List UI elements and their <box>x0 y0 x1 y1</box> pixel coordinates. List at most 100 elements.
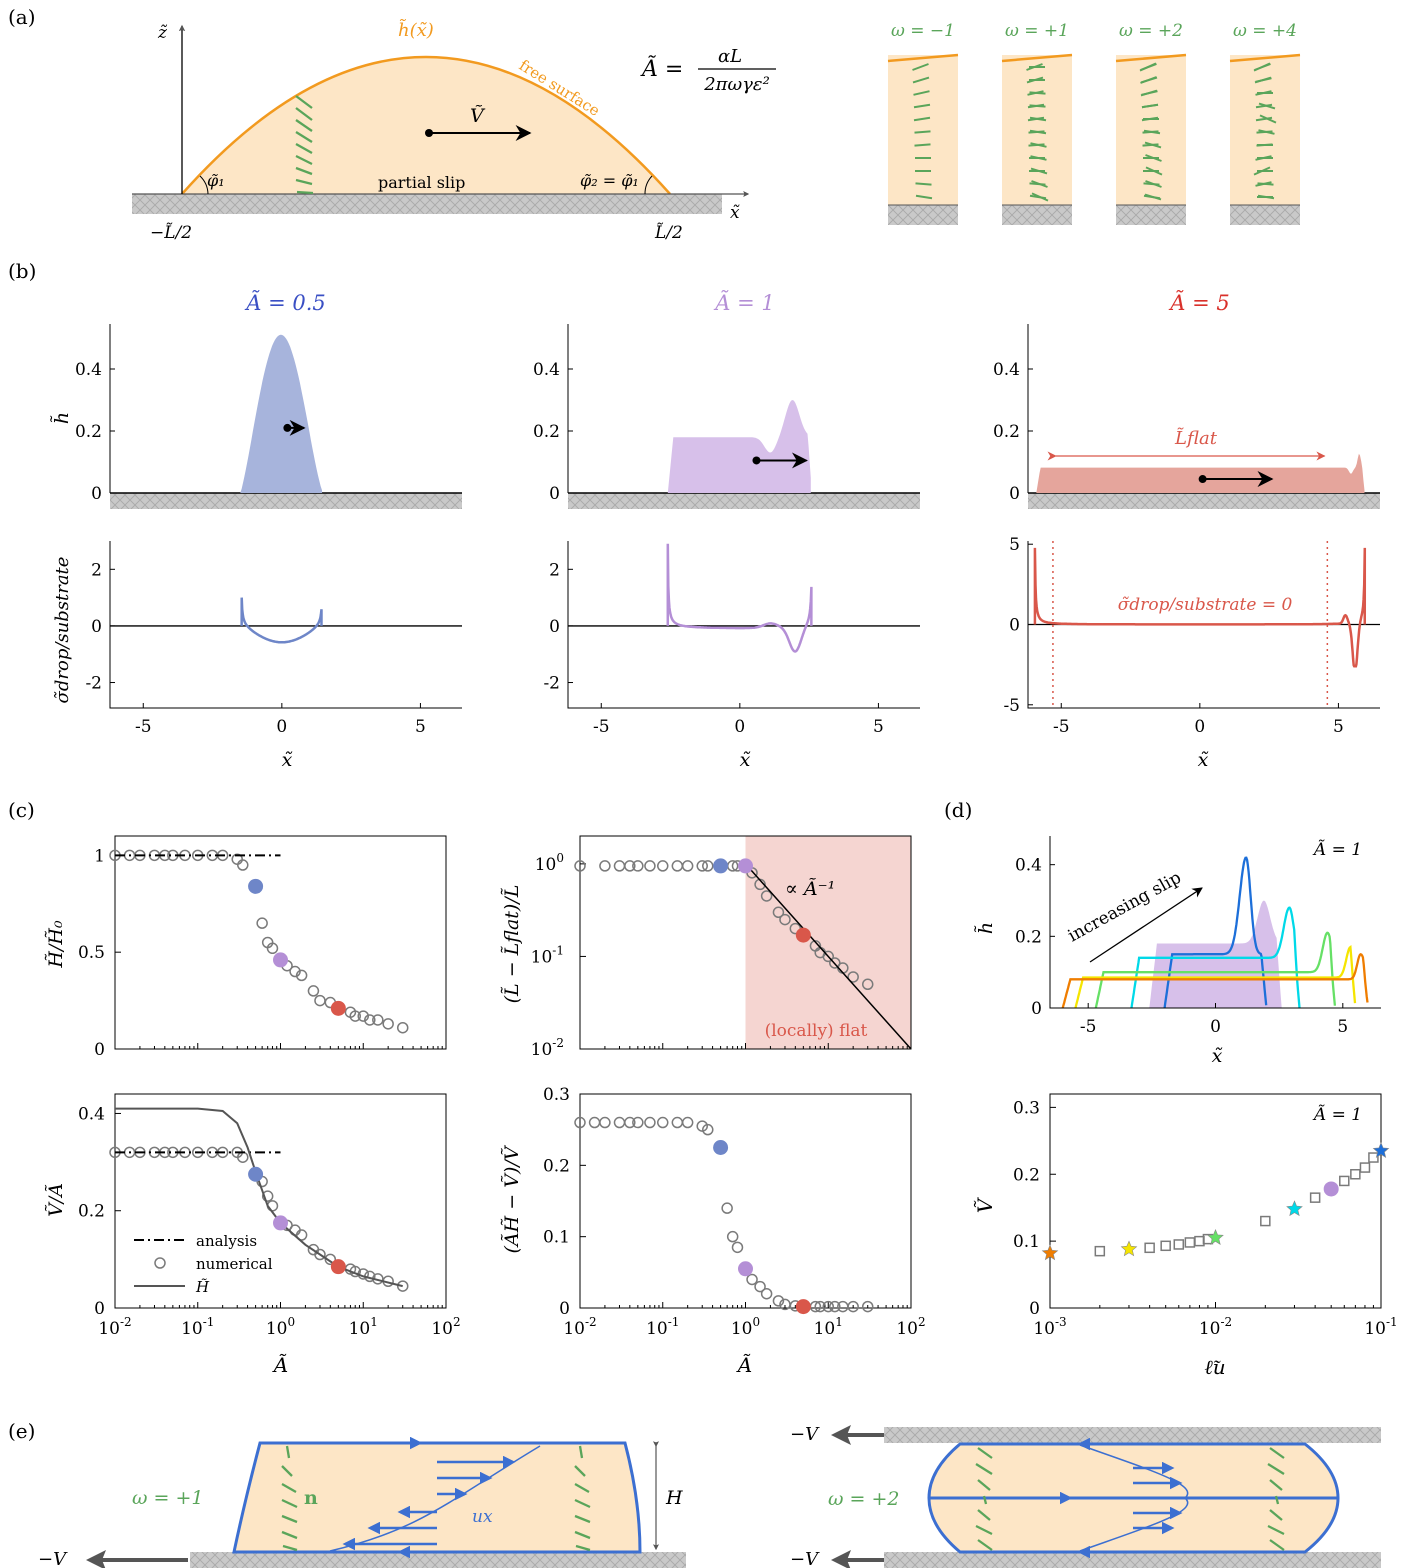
c-y-ticklabel: 0.3 <box>543 1085 570 1105</box>
b-bottom-ticklabel: -5 <box>1003 696 1020 716</box>
c-highlight-a1 <box>273 952 288 968</box>
d-square-point <box>1160 1240 1171 1252</box>
substrate <box>132 194 722 214</box>
c-numerical-point <box>671 860 684 872</box>
H-label: H <box>665 1487 683 1509</box>
b-bottom-ticklabel: 0 <box>91 617 102 637</box>
c-x-ticklabel: 10-1 <box>181 1315 214 1339</box>
d-annot-bottom: Ã = 1 <box>1312 1104 1362 1125</box>
d-square-point <box>1350 1169 1361 1180</box>
c-numerical-point <box>266 942 279 955</box>
c-numerical-point <box>696 860 708 872</box>
c-x-ticklabel: 10-2 <box>98 1315 131 1339</box>
b-top-ticklabel: 0.2 <box>993 422 1020 442</box>
director-e1-right <box>574 1445 591 1552</box>
substrate-e2-top <box>884 1427 1381 1443</box>
c-y-ticklabel: 0.5 <box>78 943 105 963</box>
phi2-label: φ̃₂ = φ̃₁ <box>580 171 639 190</box>
c-y-ticklabel: 10-1 <box>531 943 564 967</box>
flow-arrows-e1 <box>342 1436 516 1559</box>
c-plot-4: 1 0 -2 10-1 100 101 102 0 0.1 0.2 0.3 <box>543 1085 926 1339</box>
d-x-ticklabel: 10-2 <box>1199 1315 1232 1339</box>
c-ylabel-1: H̃/H̃₀ <box>45 920 67 969</box>
increasing-slip-label: increasing slip <box>1065 868 1185 947</box>
omega-insets <box>887 53 1301 225</box>
b-top-ticklabel: 0 <box>91 484 102 504</box>
c-numerical-point <box>657 860 669 872</box>
b-drop-profile <box>1036 453 1365 493</box>
drop-e1 <box>232 1441 642 1554</box>
c-numerical-point <box>237 859 249 871</box>
c-highlight-a1 <box>738 858 753 874</box>
b-top-ticklabel: 0.2 <box>533 422 560 442</box>
c-numerical-point <box>364 1014 376 1026</box>
director-segment <box>1255 116 1273 122</box>
c-numerical-point <box>829 1300 841 1313</box>
c-x-tick-exp: -1 <box>668 1315 680 1329</box>
d-slip-curve-2 <box>1130 906 1301 1009</box>
c-y-ticklabel: 0 <box>94 1299 105 1319</box>
b-top-ticklabel: 0.2 <box>75 422 102 442</box>
b-bottom-ticklabel: 0 <box>549 617 560 637</box>
d-top-yticklabel: 0.4 <box>1015 856 1042 876</box>
formula-numerator: αL <box>718 46 742 67</box>
panel-e-label: (e) <box>8 1419 35 1443</box>
c-numerical-point <box>760 1287 773 1300</box>
b-column-a1: 0 0.2 0.4 -2 0 2 -5 0 5 <box>533 324 920 737</box>
b-x-ticklabel: 5 <box>873 717 884 737</box>
omega-label-2: ω = +1 <box>1005 21 1069 41</box>
title-a5: Ã = 5 <box>1168 291 1229 315</box>
director-segment <box>913 90 930 96</box>
b-ylabel-bottom: σ̃drop/substrate <box>52 557 73 704</box>
b-top-ticklabel: 0 <box>549 484 560 504</box>
c-axes-box <box>114 1093 447 1309</box>
c-numerical-point <box>644 860 656 872</box>
b-xlabel-3: x̃ <box>1198 749 1209 771</box>
c-numerical-point <box>307 985 320 997</box>
c-highlight-a5 <box>330 1259 346 1275</box>
panel-b-plots: 00.20.4-202-5 0 500.20.4-202-5 0 500.20.4-50… <box>75 324 1380 737</box>
partial-slip-label: partial slip <box>378 173 465 192</box>
c-curve <box>744 863 912 1050</box>
c-x-tick-exp: -2 <box>585 1315 597 1329</box>
legend-H: H̃ <box>195 1278 210 1296</box>
c-numerical-point <box>295 1229 308 1241</box>
director-segment <box>1140 89 1158 97</box>
director-segment <box>1253 166 1271 176</box>
c-y-ticklabel: 0 <box>94 1040 105 1060</box>
c-highlight-a05 <box>713 858 729 874</box>
c-numerical-point <box>681 860 694 872</box>
director-segment <box>1255 181 1272 187</box>
b-sigma-curve <box>240 597 323 644</box>
d-square-point <box>1260 1215 1271 1227</box>
c-numerical-point <box>574 1116 586 1129</box>
director-segment <box>1029 104 1046 108</box>
formula-lhs: Ã = <box>640 54 683 82</box>
panel-e: (e) ω = +1 n ux <box>8 1419 1381 1568</box>
d-square-point <box>1184 1237 1196 1248</box>
ux-label: ux <box>472 1507 493 1527</box>
c-numerical-point <box>726 1230 739 1243</box>
b-x-ticklabel: 0 <box>734 717 745 737</box>
b-x-ticklabel: -5 <box>1053 717 1070 737</box>
b-x-ticklabel: -5 <box>135 717 152 737</box>
c-numerical-point <box>632 1116 644 1129</box>
b-x-ticklabel: 5 <box>415 717 426 737</box>
director-segment <box>1140 76 1157 84</box>
c-highlight-a5 <box>330 1000 346 1016</box>
c-y-ticklabel: 1 <box>94 846 105 866</box>
director-segment <box>1258 129 1275 135</box>
c-numerical-point <box>324 1253 337 1266</box>
c-numerical-point <box>721 1202 733 1214</box>
flow-arrows-e2 <box>1050 1437 1183 1559</box>
d-y-ticklabel: 0.2 <box>1013 1165 1040 1185</box>
director-segment <box>912 63 929 71</box>
omega-inset-4 <box>1229 53 1301 225</box>
b-drop-profile <box>667 400 811 493</box>
d-star-point <box>1207 1229 1224 1245</box>
d-square-point <box>1194 1235 1205 1247</box>
b-top-ticklabel: 0.4 <box>993 360 1020 380</box>
c-numerical-point <box>357 1010 369 1022</box>
c-plot-2: 10-2 10-1 100 <box>531 835 912 1060</box>
c-numerical-point <box>599 1116 611 1129</box>
